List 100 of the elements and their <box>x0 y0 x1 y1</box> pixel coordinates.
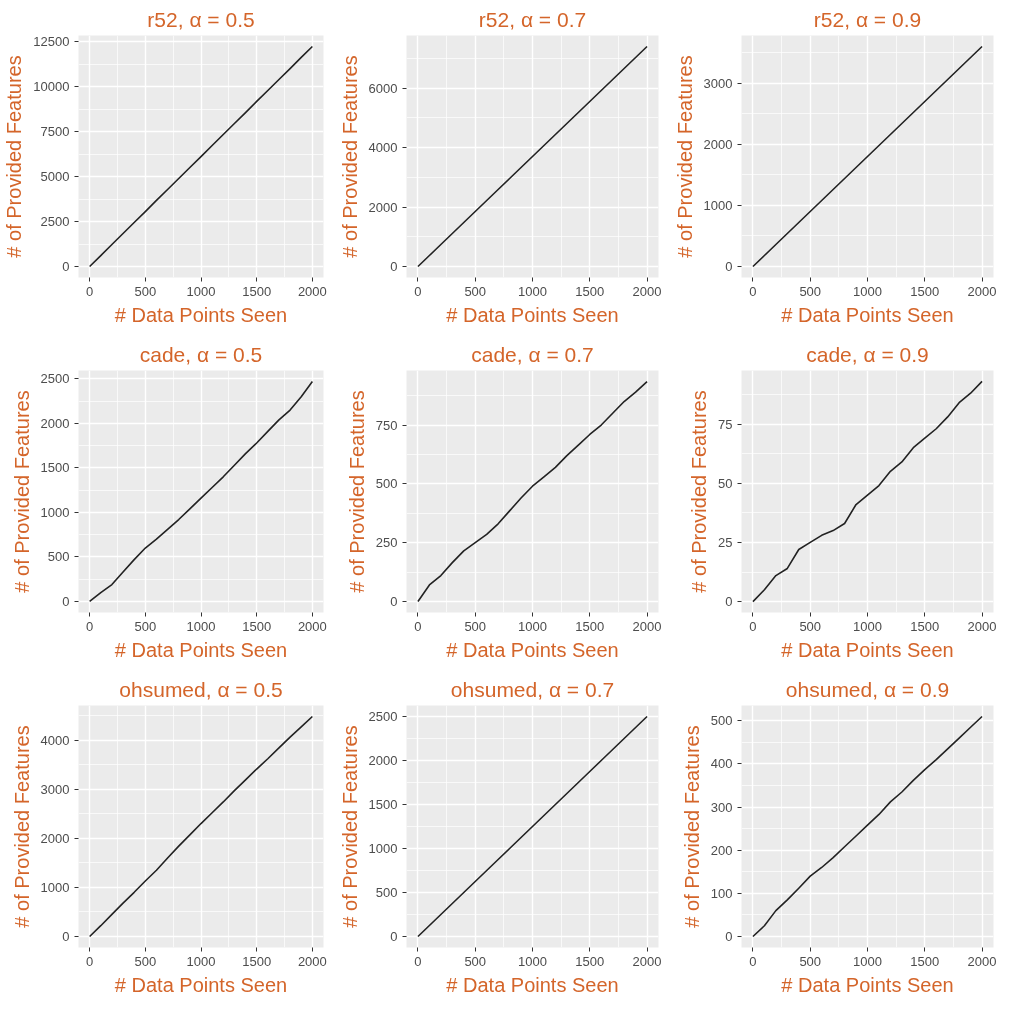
x-tick-label: 500 <box>134 618 157 634</box>
x-tick-label: 1500 <box>575 283 605 299</box>
x-tick-label: 1500 <box>242 953 272 969</box>
y-tick-label: 7500 <box>40 124 70 140</box>
x-tick-label: 500 <box>799 618 822 634</box>
x-tick-label: 2000 <box>297 953 327 969</box>
x-tick-label: 1000 <box>518 618 547 634</box>
y-axis-title: # of Provided Features <box>345 390 368 593</box>
y-axis-title: # of Provided Features <box>688 390 711 593</box>
x-tick-label: 2000 <box>632 953 662 969</box>
x-tick-label: 1000 <box>853 953 882 969</box>
y-axis-title: # of Provided Features <box>3 55 26 258</box>
y-tick-label: 0 <box>62 593 70 609</box>
y-axis-title: # of Provided Features <box>680 725 703 928</box>
x-tick-label: 2000 <box>967 953 997 969</box>
x-tick-label: 1000 <box>853 618 882 634</box>
y-axis-title: # of Provided Features <box>673 55 696 258</box>
y-tick-label: 2500 <box>40 371 70 387</box>
y-tick-label: 0 <box>62 259 70 275</box>
chart-title: r52, α = 0.9 <box>813 7 922 31</box>
y-tick-label: 3000 <box>703 75 733 91</box>
x-axis-title: # Data Points Seen <box>114 973 288 996</box>
x-tick-label: 2000 <box>967 618 997 634</box>
chart-title: cade, α = 0.7 <box>471 342 594 366</box>
y-tick-label: 2000 <box>703 136 733 152</box>
y-tick-label: 12500 <box>33 34 70 50</box>
y-tick-label: 75 <box>718 416 733 432</box>
x-tick-label: 0 <box>86 618 94 634</box>
x-tick-label: 500 <box>464 953 487 969</box>
x-axis-title: # Data Points Seen <box>781 638 954 661</box>
y-axis-title: # of Provided Features <box>338 55 361 258</box>
y-tick-label: 3000 <box>40 781 70 797</box>
x-tick-label: 500 <box>799 953 822 969</box>
y-tick-label: 100 <box>710 885 733 901</box>
y-tick-label: 1500 <box>40 460 70 476</box>
chart-title: ohsumed, α = 0.7 <box>450 677 615 701</box>
x-tick-label: 500 <box>464 618 487 634</box>
y-tick-label: 2500 <box>40 214 70 230</box>
y-tick-label: 1000 <box>703 197 733 213</box>
y-tick-label: 25 <box>718 534 733 550</box>
y-tick-label: 300 <box>710 799 733 815</box>
x-tick-label: 500 <box>134 953 157 969</box>
x-tick-label: 1500 <box>910 283 940 299</box>
x-tick-label: 2000 <box>297 618 327 634</box>
x-tick-label: 1000 <box>186 283 216 299</box>
x-tick-label: 0 <box>414 618 422 634</box>
x-axis-title: # Data Points Seen <box>114 303 288 326</box>
chart-title: cade, α = 0.5 <box>139 342 263 366</box>
x-tick-label: 0 <box>86 283 94 299</box>
x-tick-label: 0 <box>749 953 757 969</box>
x-tick-label: 500 <box>799 283 822 299</box>
x-tick-label: 1500 <box>910 618 940 634</box>
chart-title: ohsumed, α = 0.5 <box>119 677 283 701</box>
x-tick-label: 1000 <box>186 953 216 969</box>
chart-title: r52, α = 0.7 <box>478 7 587 31</box>
y-axis-title: # of Provided Features <box>10 725 33 928</box>
y-tick-label: 500 <box>710 713 733 729</box>
x-tick-label: 1000 <box>186 618 216 634</box>
x-axis-title: # Data Points Seen <box>446 638 619 661</box>
y-tick-label: 500 <box>47 549 70 565</box>
x-axis-title: # Data Points Seen <box>446 973 619 996</box>
x-axis-title: # Data Points Seen <box>446 303 619 326</box>
x-tick-label: 0 <box>749 283 757 299</box>
y-tick-label: 4000 <box>40 732 70 748</box>
y-tick-label: 5000 <box>40 169 70 185</box>
x-axis-title: # Data Points Seen <box>781 303 954 326</box>
y-tick-label: 1500 <box>368 797 398 812</box>
y-axis-title: # of Provided Features <box>10 390 33 593</box>
y-tick-label: 0 <box>390 259 398 274</box>
x-tick-label: 1500 <box>575 618 605 634</box>
y-tick-label: 10000 <box>33 79 70 95</box>
y-tick-label: 500 <box>375 885 398 900</box>
x-tick-label: 2000 <box>632 618 662 634</box>
x-tick-label: 2000 <box>632 283 662 299</box>
y-tick-label: 1000 <box>368 841 398 856</box>
y-tick-label: 4000 <box>368 140 398 156</box>
y-tick-label: 400 <box>710 756 733 772</box>
x-tick-label: 1500 <box>575 953 605 969</box>
y-axis-title: # of Provided Features <box>338 725 361 928</box>
y-tick-label: 1000 <box>40 504 70 520</box>
x-tick-label: 500 <box>464 283 487 299</box>
x-tick-label: 1000 <box>518 953 547 969</box>
chart-title: ohsumed, α = 0.9 <box>785 677 950 701</box>
y-tick-label: 200 <box>710 842 733 858</box>
y-tick-label: 0 <box>390 593 398 609</box>
y-tick-label: 0 <box>725 929 733 944</box>
chart-title: r52, α = 0.5 <box>147 7 255 31</box>
y-tick-label: 0 <box>390 929 398 944</box>
x-tick-label: 0 <box>749 618 757 634</box>
x-tick-label: 0 <box>414 283 422 299</box>
y-tick-label: 250 <box>375 535 398 551</box>
x-tick-label: 0 <box>414 953 422 969</box>
chart-title: cade, α = 0.9 <box>806 342 929 366</box>
x-axis-title: # Data Points Seen <box>114 638 288 661</box>
y-tick-label: 1000 <box>40 879 70 895</box>
x-tick-label: 0 <box>86 953 94 969</box>
x-tick-label: 500 <box>134 283 157 299</box>
x-tick-label: 2000 <box>297 283 327 299</box>
y-tick-label: 6000 <box>368 80 398 96</box>
x-tick-label: 1000 <box>853 283 882 299</box>
